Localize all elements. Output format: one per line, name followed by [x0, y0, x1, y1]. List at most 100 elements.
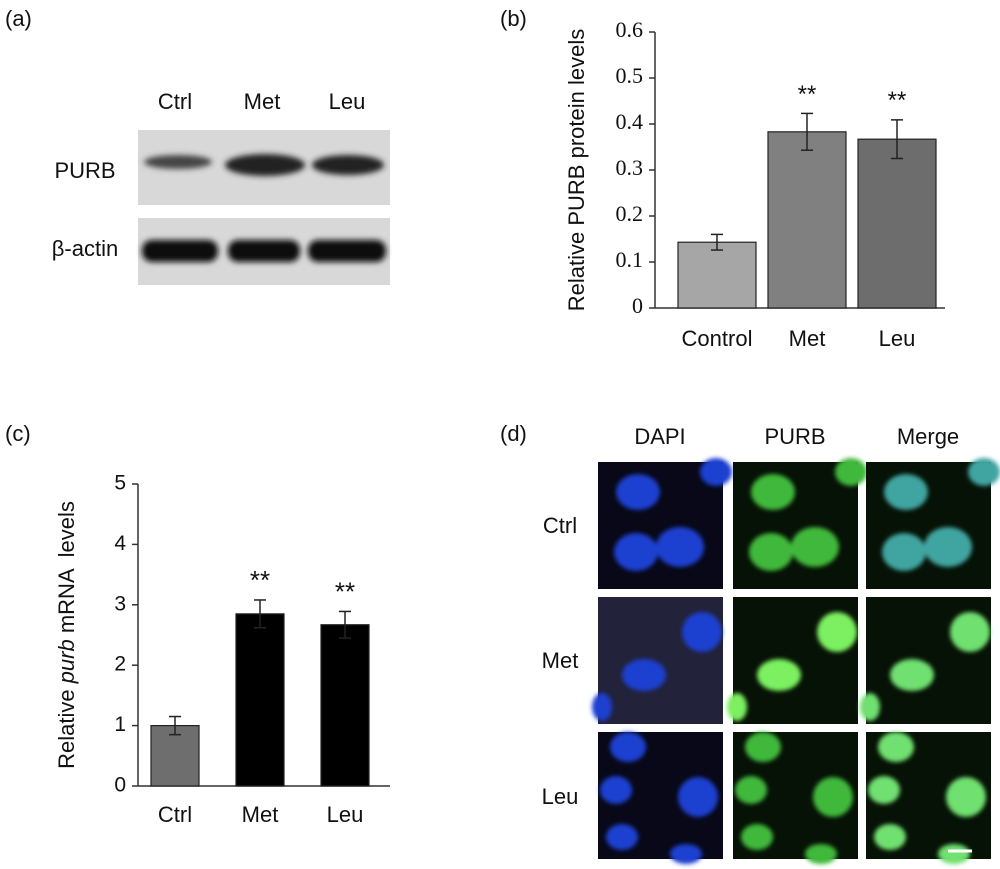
micrograph [733, 458, 867, 589]
micrograph [592, 597, 723, 724]
micrograph [727, 597, 858, 724]
bar [320, 624, 370, 787]
y-tick-label: 0.4 [616, 109, 644, 134]
nucleus [622, 659, 666, 691]
panel-label: (d) [500, 421, 527, 446]
y-tick-label: 2 [114, 653, 126, 676]
nucleus [614, 533, 658, 571]
nuclei [614, 458, 732, 571]
nucleus [946, 777, 986, 817]
nucleus [745, 732, 781, 762]
chart: 0 1 2 3 4 5 Ctrl Met ** Leu ** Relative purb mRNA l… [54, 472, 390, 827]
nucleus [656, 527, 704, 567]
bar [235, 613, 285, 787]
nucleus [884, 474, 928, 510]
annotation: ** [250, 565, 270, 595]
nucleus [592, 693, 612, 721]
blot-row-label: PURB [54, 158, 115, 183]
annotation: ** [798, 81, 817, 108]
y-tick-label: 0.2 [616, 201, 644, 226]
y-tick-label: 0.6 [616, 17, 644, 42]
column-label: Merge [897, 424, 959, 449]
micrograph [598, 458, 732, 589]
nucleus [791, 527, 839, 567]
bar [677, 241, 757, 309]
nucleus [600, 776, 632, 804]
nuclei [868, 732, 986, 864]
lane-label: Met [244, 89, 281, 114]
y-tick-label: 0 [632, 293, 643, 318]
nucleus [938, 844, 970, 864]
row-label: Met [542, 648, 579, 673]
microscopy: DAPI PURB Merge Ctrl Met Leu [542, 424, 1000, 864]
nuclei [727, 612, 857, 721]
panel-label: (b) [500, 6, 527, 31]
y-tick-label: 5 [114, 472, 126, 495]
nuclei [592, 612, 722, 721]
nucleus [757, 659, 801, 691]
nucleus [670, 844, 702, 864]
nucleus [868, 776, 900, 804]
nucleus [751, 474, 795, 510]
y-axis-label-part: purb [54, 639, 79, 684]
chart: 0 0.1 0.2 0.3 0.4 0.5 0.6 Control Met ** Leu ** Rela… [564, 17, 945, 351]
nucleus [678, 777, 718, 817]
y-tick-label: 0 [114, 774, 126, 797]
lane-label: Ctrl [158, 89, 192, 114]
y-tick-label: 4 [114, 532, 126, 555]
y-tick-label: 0.5 [616, 63, 644, 88]
nucleus [606, 824, 638, 850]
bar [857, 138, 937, 309]
nucleus [860, 693, 880, 721]
nucleus [878, 732, 914, 762]
nucleus [882, 533, 926, 571]
x-tick-label: Leu [879, 326, 916, 351]
panel-label: (c) [5, 421, 31, 446]
nuclei [882, 458, 1000, 571]
blot-row-label: β-actin [52, 236, 118, 261]
column-label: PURB [764, 424, 825, 449]
nucleus [950, 612, 990, 652]
nucleus [700, 458, 732, 486]
x-tick-label: Ctrl [158, 802, 192, 827]
y-tick-label: 0.3 [616, 155, 644, 180]
y-tick-label: 3 [114, 592, 126, 615]
nucleus [616, 474, 660, 510]
y-axis-label-part: mRNA levels [54, 501, 79, 639]
x-tick-label: Met [242, 802, 279, 827]
y-tick-label: 1 [114, 713, 126, 736]
nucleus [924, 527, 972, 567]
y-axis-label-part: Relative [54, 683, 79, 769]
nucleus [741, 824, 773, 850]
bands [142, 154, 386, 262]
micrograph [860, 597, 991, 724]
y-tick-label: 0.1 [616, 247, 644, 272]
x-tick-label: Met [789, 326, 826, 351]
bar [767, 131, 847, 309]
micrograph [866, 458, 1000, 589]
panel-label: (a) [5, 6, 32, 31]
micrograph [733, 732, 858, 864]
y-axis-label: Relative PURB protein levels [564, 29, 589, 311]
y-axis-label: Relative purb mRNA levels [54, 501, 79, 769]
lane-label: Leu [329, 89, 366, 114]
nucleus [805, 844, 837, 864]
nuclei [749, 458, 867, 571]
column-label: DAPI [634, 424, 685, 449]
micrograph [866, 732, 991, 864]
nuclei [860, 612, 990, 721]
annotation: ** [888, 87, 907, 114]
nucleus [874, 824, 906, 850]
nucleus [968, 458, 1000, 486]
annotation: ** [335, 576, 355, 606]
nuclei [735, 732, 853, 864]
row-label: Leu [542, 784, 579, 809]
nucleus [749, 533, 793, 571]
x-tick-label: Control [682, 326, 753, 351]
x-tick-label: Leu [327, 802, 364, 827]
nucleus [735, 776, 767, 804]
nucleus [727, 693, 747, 721]
nucleus [610, 732, 646, 762]
row-label: Ctrl [543, 513, 577, 538]
